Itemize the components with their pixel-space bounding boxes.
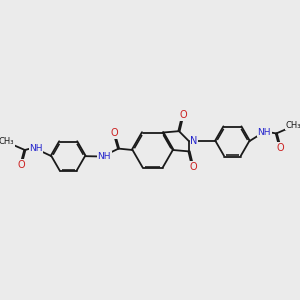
Text: O: O: [17, 160, 25, 170]
Text: NH: NH: [98, 152, 111, 161]
Text: N: N: [190, 136, 198, 146]
Text: NH: NH: [257, 128, 271, 136]
Text: O: O: [189, 162, 197, 172]
Text: O: O: [276, 143, 284, 153]
Text: CH₃: CH₃: [0, 137, 14, 146]
Text: O: O: [110, 128, 118, 138]
Text: O: O: [179, 110, 187, 121]
Text: NH: NH: [29, 144, 43, 153]
Text: CH₃: CH₃: [286, 121, 300, 130]
